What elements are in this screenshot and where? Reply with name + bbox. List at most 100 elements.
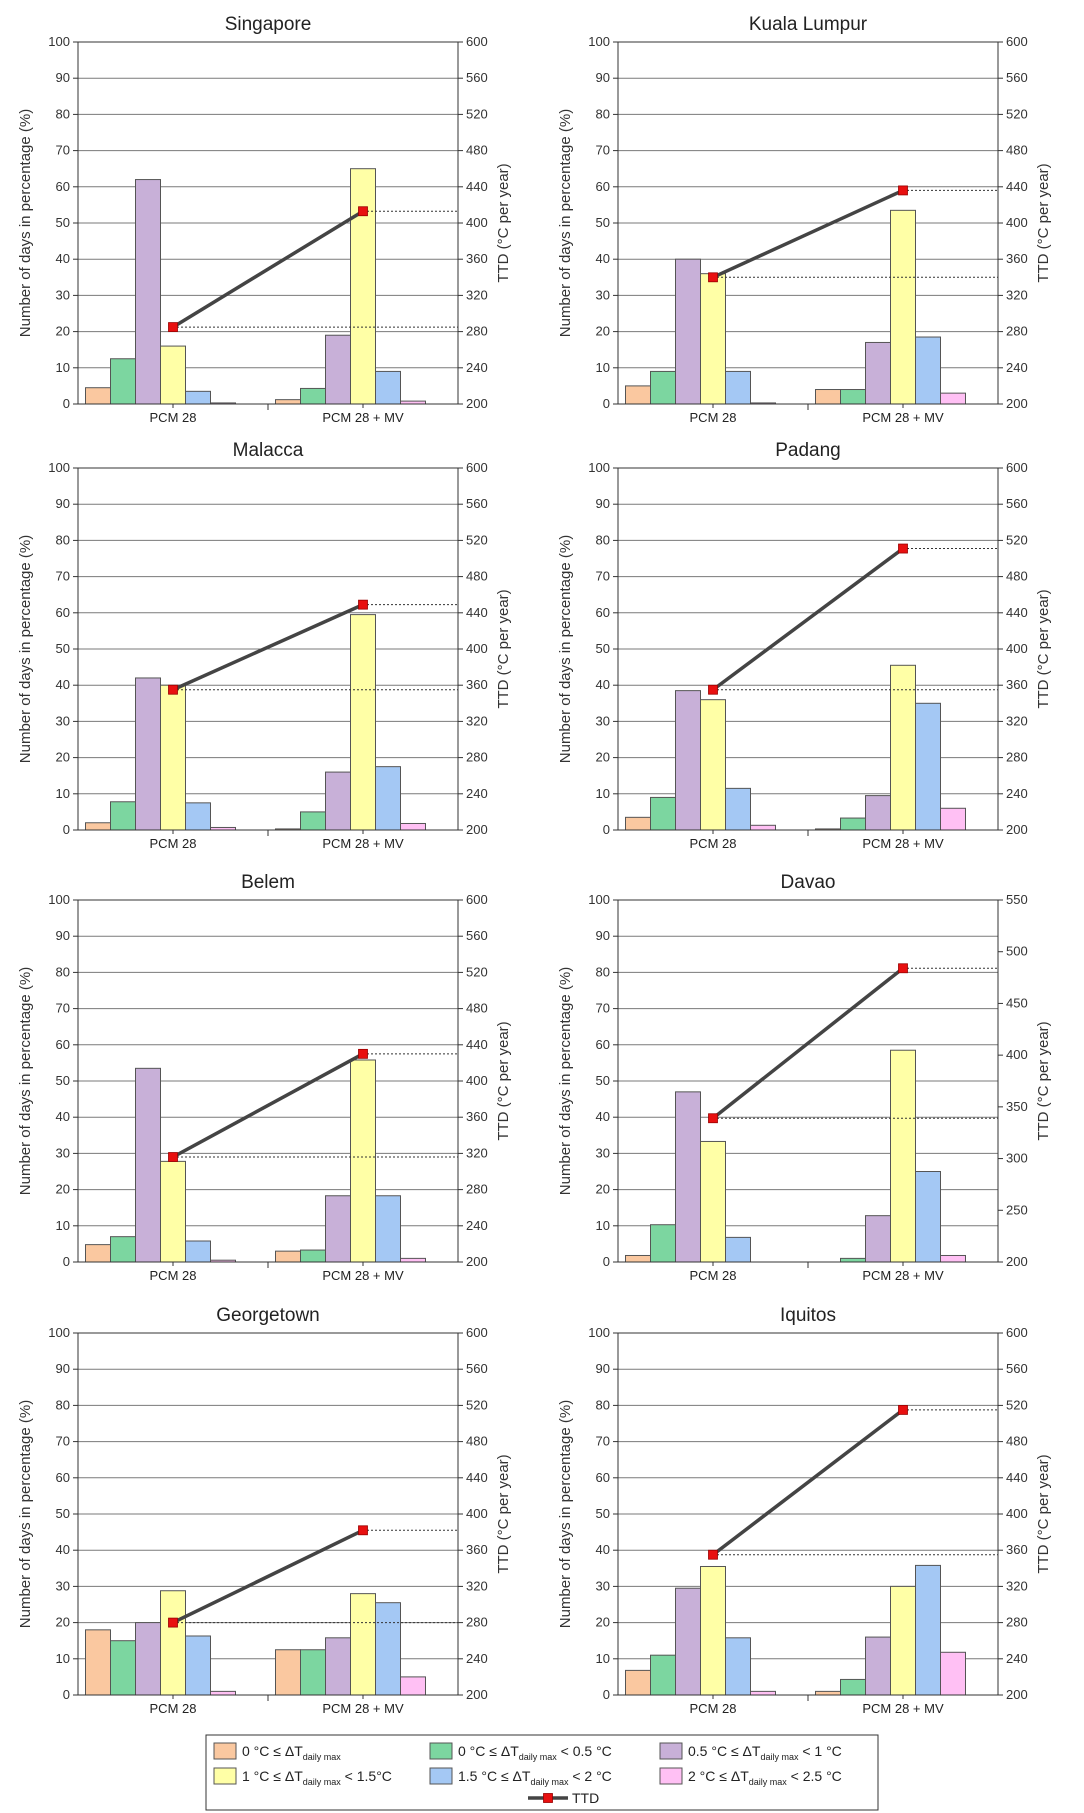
bar-4[interactable] <box>350 168 376 405</box>
bar-3[interactable] <box>675 690 701 831</box>
bar-6[interactable] <box>750 1690 776 1696</box>
bar-3[interactable] <box>865 795 891 831</box>
bar-2[interactable] <box>300 811 326 831</box>
bar-2[interactable] <box>840 389 866 405</box>
bar-6[interactable] <box>940 1254 966 1263</box>
bar-6[interactable] <box>940 807 966 831</box>
bar-2[interactable] <box>300 1649 326 1696</box>
bar-6[interactable] <box>400 1676 426 1696</box>
bar-3[interactable] <box>135 1622 161 1696</box>
ttd-marker[interactable] <box>168 1152 178 1162</box>
bar-4[interactable] <box>160 684 186 831</box>
bar-4[interactable] <box>700 699 726 831</box>
bar-2[interactable] <box>110 801 136 831</box>
bar-2[interactable] <box>110 358 136 405</box>
ttd-marker[interactable] <box>898 1405 908 1415</box>
bar-3[interactable] <box>865 341 891 405</box>
legend-swatch-4[interactable] <box>213 1767 237 1785</box>
ttd-marker[interactable] <box>358 1048 368 1059</box>
ttd-marker[interactable] <box>358 206 368 217</box>
bar-1[interactable] <box>625 816 651 831</box>
bar-3[interactable] <box>325 1637 351 1696</box>
bar-3[interactable] <box>675 1091 701 1263</box>
bar-2[interactable] <box>300 387 326 405</box>
bar-5[interactable] <box>185 1240 211 1263</box>
bar-5[interactable] <box>185 1635 211 1696</box>
bar-3[interactable] <box>135 1067 161 1263</box>
bar-2[interactable] <box>110 1640 136 1696</box>
bar-4[interactable] <box>700 1565 726 1696</box>
bar-5[interactable] <box>375 1602 401 1696</box>
bar-1[interactable] <box>85 1629 111 1696</box>
bar-4[interactable] <box>890 1585 916 1696</box>
ttd-marker[interactable] <box>358 1525 368 1536</box>
bar-2[interactable] <box>840 1678 866 1696</box>
bar-4[interactable] <box>160 1160 186 1263</box>
bar-2[interactable] <box>110 1236 136 1263</box>
bar-6[interactable] <box>400 822 426 831</box>
bar-1[interactable] <box>625 1254 651 1263</box>
ttd-marker[interactable] <box>708 1113 718 1124</box>
bar-5[interactable] <box>185 390 211 405</box>
bar-5[interactable] <box>725 1236 751 1263</box>
ttd-marker[interactable] <box>708 1549 718 1560</box>
bar-3[interactable] <box>865 1636 891 1696</box>
bar-3[interactable] <box>675 258 701 405</box>
bar-5[interactable] <box>915 1564 941 1696</box>
bar-1[interactable] <box>85 387 111 405</box>
bar-3[interactable] <box>325 334 351 405</box>
bar-3[interactable] <box>325 771 351 831</box>
bar-6[interactable] <box>940 392 966 405</box>
bar-1[interactable] <box>275 1250 301 1263</box>
bar-4[interactable] <box>350 1593 376 1696</box>
legend-swatch-5[interactable] <box>429 1767 453 1785</box>
bar-5[interactable] <box>375 766 401 831</box>
bar-4[interactable] <box>350 614 376 831</box>
bar-5[interactable] <box>375 370 401 405</box>
ttd-marker[interactable] <box>898 543 908 554</box>
bar-1[interactable] <box>85 822 111 831</box>
bar-2[interactable] <box>650 1224 676 1263</box>
bar-1[interactable] <box>625 1669 651 1696</box>
bar-3[interactable] <box>325 1195 351 1263</box>
bar-1[interactable] <box>275 399 301 405</box>
bar-6[interactable] <box>400 1257 426 1263</box>
bar-6[interactable] <box>210 1690 236 1696</box>
bar-2[interactable] <box>650 1654 676 1696</box>
bar-5[interactable] <box>915 702 941 831</box>
bar-5[interactable] <box>915 336 941 405</box>
bar-4[interactable] <box>890 209 916 405</box>
legend-swatch-6[interactable] <box>659 1767 683 1785</box>
bar-5[interactable] <box>725 1637 751 1696</box>
ttd-marker[interactable] <box>168 322 178 332</box>
bar-4[interactable] <box>700 273 726 405</box>
bar-3[interactable] <box>865 1215 891 1263</box>
bar-2[interactable] <box>840 1257 866 1263</box>
bar-1[interactable] <box>625 385 651 405</box>
legend-swatch-2[interactable] <box>429 1742 453 1760</box>
bar-4[interactable] <box>160 345 186 405</box>
ttd-marker[interactable] <box>358 599 368 610</box>
bar-6[interactable] <box>940 1651 966 1696</box>
bar-5[interactable] <box>375 1195 401 1263</box>
bar-3[interactable] <box>675 1587 701 1696</box>
bar-2[interactable] <box>840 817 866 831</box>
ttd-marker[interactable] <box>898 963 908 974</box>
bar-5[interactable] <box>725 787 751 831</box>
bar-1[interactable] <box>815 389 841 405</box>
ttd-marker[interactable] <box>708 684 718 695</box>
bar-4[interactable] <box>890 1049 916 1263</box>
bar-6[interactable] <box>750 824 776 831</box>
bar-3[interactable] <box>135 179 161 405</box>
legend-swatch-3[interactable] <box>659 1742 683 1760</box>
bar-4[interactable] <box>700 1140 726 1263</box>
bar-2[interactable] <box>300 1249 326 1263</box>
bar-5[interactable] <box>725 370 751 405</box>
bar-1[interactable] <box>85 1244 111 1263</box>
bar-1[interactable] <box>275 1649 301 1696</box>
bar-4[interactable] <box>160 1590 186 1696</box>
bar-1[interactable] <box>815 1690 841 1696</box>
ttd-marker[interactable] <box>898 185 908 196</box>
bar-5[interactable] <box>185 802 211 831</box>
ttd-marker[interactable] <box>168 1617 178 1628</box>
